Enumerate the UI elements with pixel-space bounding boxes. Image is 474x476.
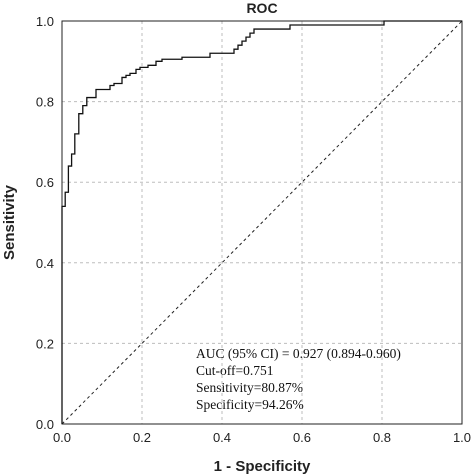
x-tick-label: 1.0 [453, 430, 471, 445]
cutoff-annotation: Cut-off=0.751 [196, 363, 274, 378]
x-tick-label: 0.6 [293, 430, 311, 445]
y-axis-ticks: 0.0 0.2 0.4 0.6 0.8 1.0 [36, 14, 54, 432]
annotation-box: AUC (95% CI) = 0.927 (0.894-0.960) Cut-o… [196, 346, 401, 412]
auc-annotation: AUC (95% CI) = 0.927 (0.894-0.960) [196, 346, 401, 361]
grid [62, 21, 462, 424]
x-tick-label: 0.2 [133, 430, 151, 445]
y-tick-label: 0.4 [36, 256, 54, 271]
x-tick-label: 0.0 [53, 430, 71, 445]
y-axis-title: Sensitivity [1, 184, 18, 260]
specificity-annotation: Specificity=94.26% [196, 397, 304, 412]
sensitivity-annotation: Sensitivity=80.87% [196, 380, 303, 395]
chart-title: ROC [246, 0, 277, 16]
y-tick-label: 0.2 [36, 336, 54, 351]
roc-curve [61, 20, 462, 424]
y-tick-label: 0.6 [36, 175, 54, 190]
x-tick-label: 0.8 [373, 430, 391, 445]
x-axis-title: 1 - Specificity [214, 458, 311, 475]
y-tick-label: 0.0 [36, 417, 54, 432]
reference-diagonal-line [61, 20, 463, 425]
x-axis-ticks: 0.0 0.2 0.4 0.6 0.8 1.0 [53, 430, 471, 445]
y-tick-label: 1.0 [36, 14, 54, 29]
x-tick-label: 0.4 [213, 430, 231, 445]
y-tick-label: 0.8 [36, 95, 54, 110]
